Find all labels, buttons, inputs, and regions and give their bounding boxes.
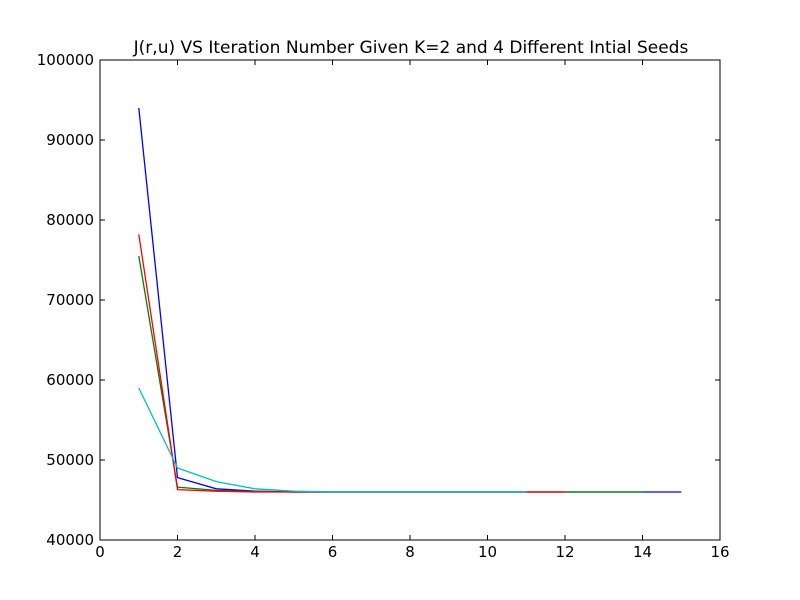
series-line-4 — [138, 387, 527, 493]
y-tick-label: 90000 — [46, 131, 94, 149]
x-tick-label: 16 — [710, 543, 729, 561]
x-tick-label: 10 — [478, 543, 497, 561]
x-tick-label: 12 — [555, 543, 574, 561]
y-tick-label: 80000 — [46, 211, 94, 229]
x-axis: 0 2 4 6 8 10 12 14 16 — [95, 60, 730, 561]
x-tick-label: 0 — [95, 543, 105, 561]
x-tick-label: 2 — [173, 543, 183, 561]
x-tick-label: 6 — [328, 543, 338, 561]
y-axis: 40000 50000 60000 70000 80000 90000 100000 — [37, 51, 720, 549]
x-tick-label: 8 — [405, 543, 415, 561]
chart-title: J(r,u) VS Iteration Number Given K=2 and… — [133, 38, 689, 58]
y-tick-label: 100000 — [37, 51, 94, 69]
y-tick-label: 70000 — [46, 291, 94, 309]
series-lines — [138, 107, 682, 493]
y-tick-label: 40000 — [46, 531, 94, 549]
x-tick-label: 14 — [633, 543, 652, 561]
y-tick-label: 60000 — [46, 371, 94, 389]
y-tick-label: 50000 — [46, 451, 94, 469]
x-tick-label: 4 — [250, 543, 260, 561]
